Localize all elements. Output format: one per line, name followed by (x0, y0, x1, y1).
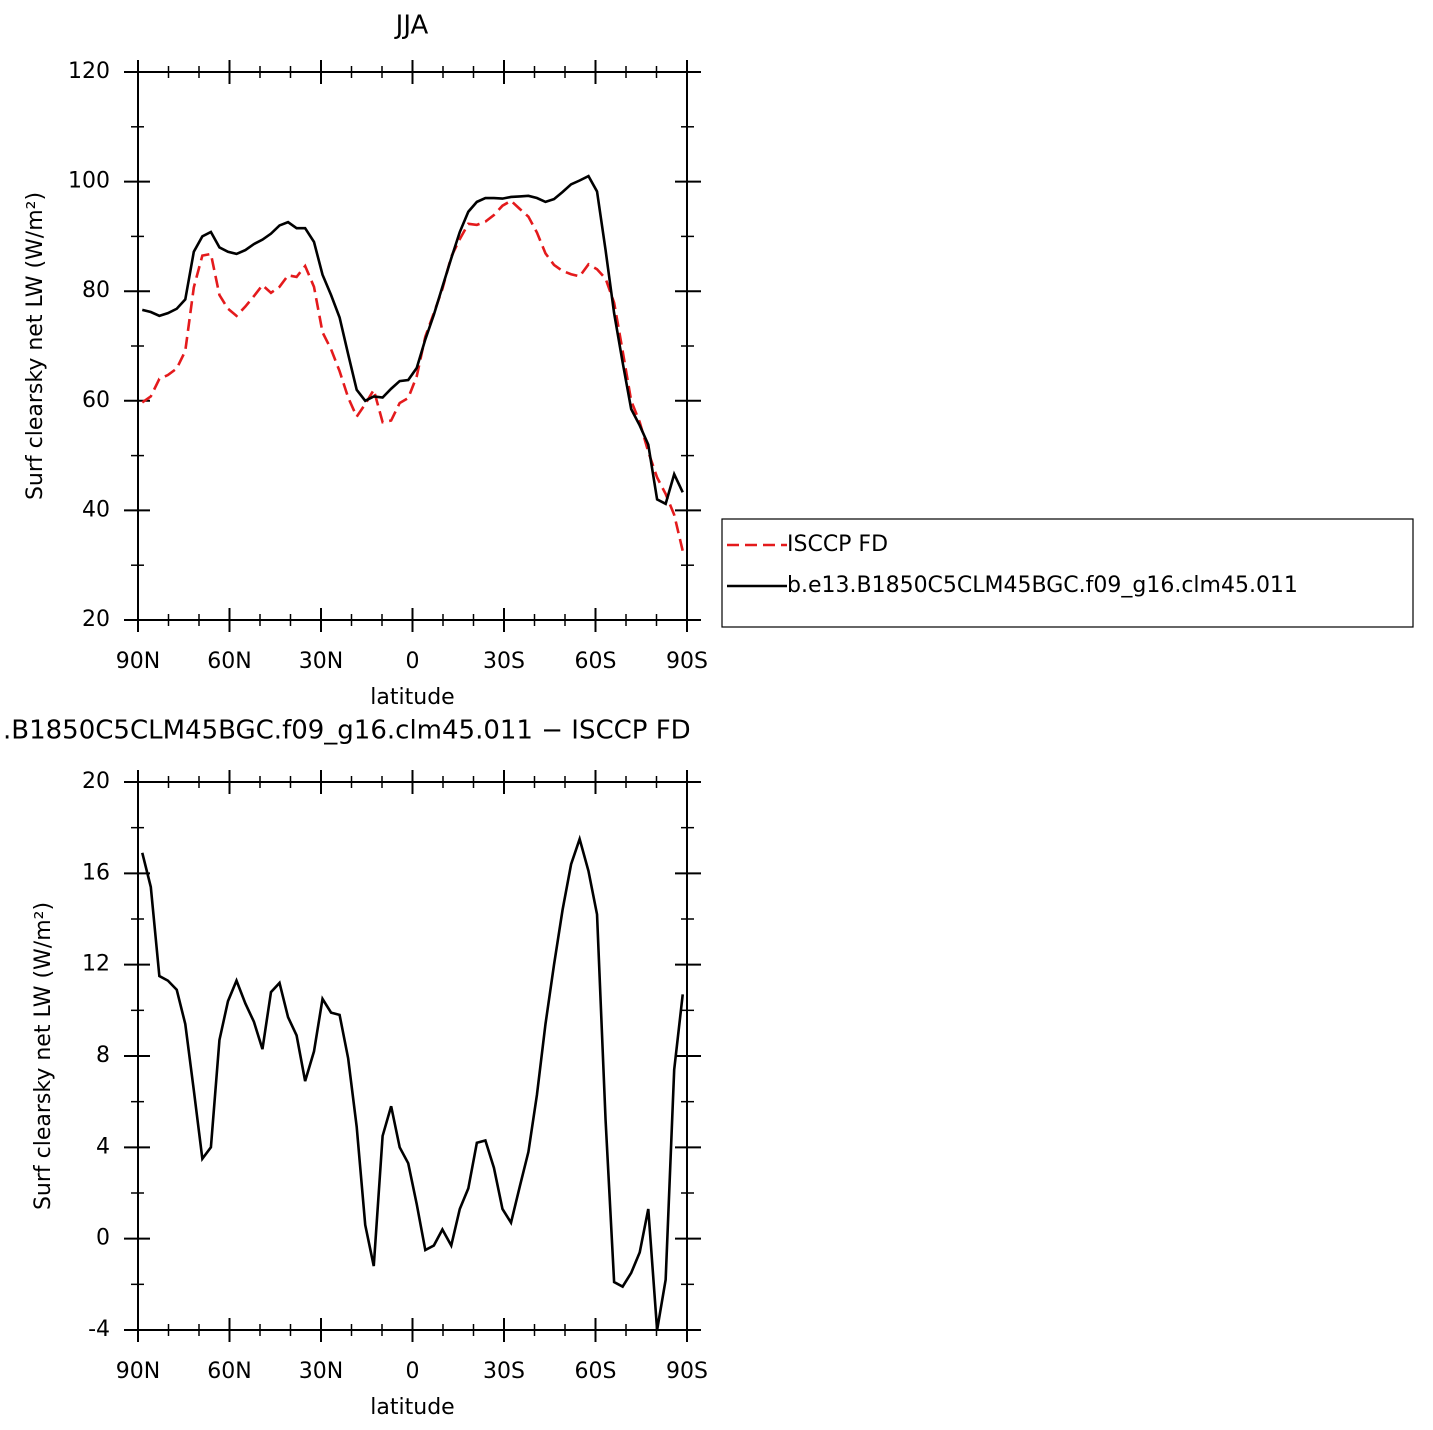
x-tick-label: 90N (116, 649, 160, 674)
y-tick-label: 40 (82, 497, 110, 522)
y-tick-label: 60 (82, 388, 110, 413)
y-tick-label: 20 (82, 607, 110, 632)
y-axis-label: Surf clearsky net LW (W/m²) (23, 192, 48, 500)
y-tick-label: 100 (68, 169, 110, 194)
data-line (141, 834, 685, 1331)
data-line (141, 199, 684, 552)
legend-label: b.e13.B1850C5CLM45BGC.f09_g16.clm45.011 (787, 573, 1298, 598)
x-axis-label: latitude (370, 1395, 454, 1420)
x-tick-label: 30N (299, 1359, 343, 1384)
legend-label: ISCCP FD (787, 532, 888, 557)
y-tick-label: 16 (82, 860, 110, 885)
x-axis-label: latitude (370, 685, 454, 710)
x-tick-label: 60S (575, 649, 617, 674)
x-tick-label: 0 (406, 1359, 420, 1384)
x-tick-label: 60N (207, 1359, 251, 1384)
legend-box (721, 518, 1414, 628)
data-line (141, 174, 684, 506)
x-tick-label: 60N (207, 649, 251, 674)
y-tick-label: 120 (68, 59, 110, 84)
plot-frame (137, 71, 688, 621)
y-tick-label: 12 (82, 952, 110, 977)
x-tick-label: 30N (299, 649, 343, 674)
x-tick-label: 0 (406, 649, 420, 674)
plot-frame (137, 781, 688, 1331)
y-tick-label: 20 (82, 769, 110, 794)
y-tick-label: 8 (96, 1043, 110, 1068)
x-tick-label: 90S (666, 1359, 708, 1384)
y-tick-label: 80 (82, 278, 110, 303)
x-tick-label: 30S (483, 1359, 525, 1384)
x-tick-label: 90N (116, 1359, 160, 1384)
x-tick-label: 90S (666, 649, 708, 674)
y-axis-label: Surf clearsky net LW (W/m²) (31, 902, 56, 1210)
y-tick-label: 4 (96, 1134, 110, 1159)
chart-title: JJA (394, 11, 429, 41)
chart-title: .B1850C5CLM45BGC.f09_g16.clm45.011 − ISC… (3, 716, 691, 746)
x-tick-label: 30S (483, 649, 525, 674)
x-tick-label: 60S (575, 1359, 617, 1384)
y-tick-label: 0 (96, 1226, 110, 1251)
y-tick-label: -4 (88, 1317, 110, 1342)
